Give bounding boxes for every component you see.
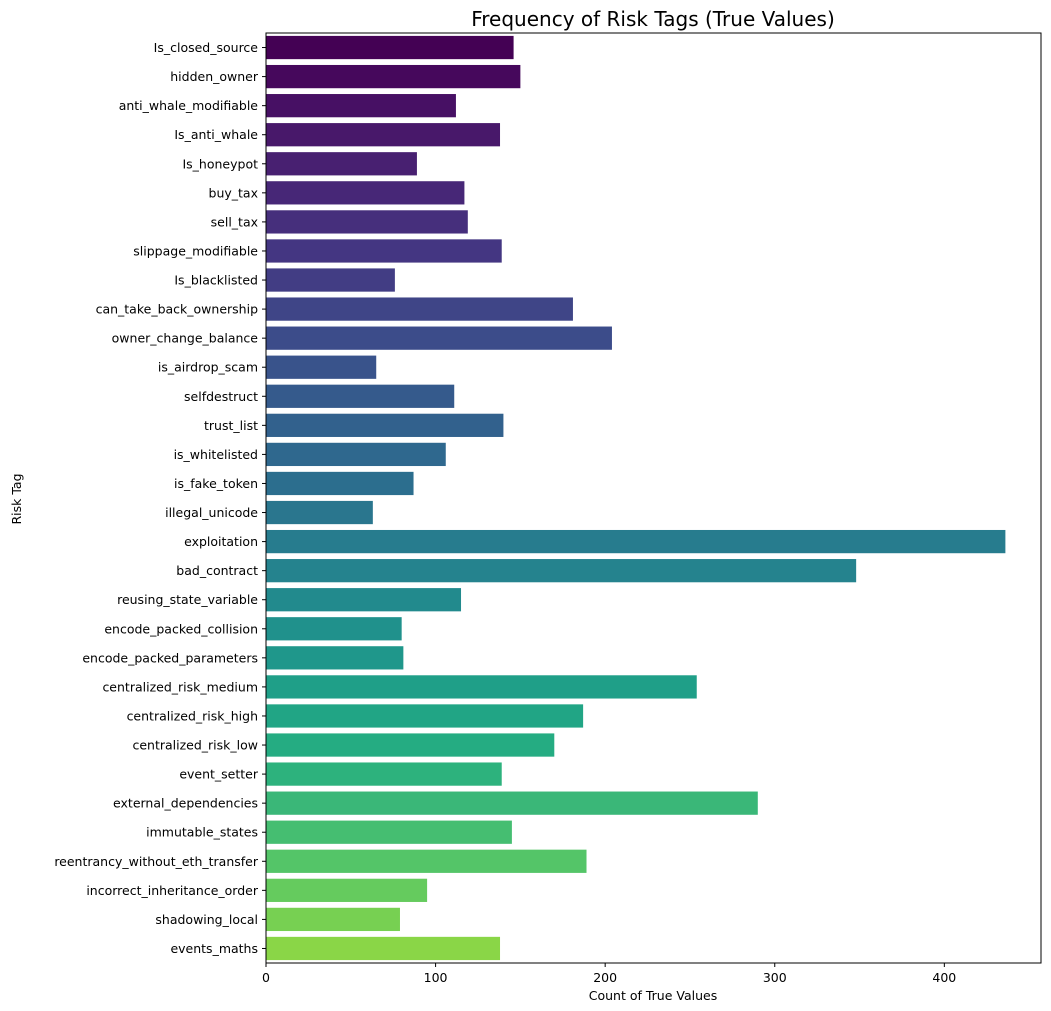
bar — [266, 413, 504, 437]
x-tick-label: 100 — [424, 970, 448, 985]
bar — [266, 384, 455, 408]
y-tick-label: Is_anti_whale — [174, 127, 258, 142]
y-tick-label: can_take_back_ownership — [96, 302, 258, 317]
y-tick-label: events_maths — [170, 941, 258, 956]
bar — [266, 588, 462, 612]
y-tick-label: owner_change_balance — [112, 331, 259, 346]
bar — [266, 529, 1006, 554]
x-tick-label: 0 — [262, 970, 270, 985]
y-tick-label: trust_list — [204, 418, 258, 433]
y-tick-label: immutable_states — [146, 825, 258, 840]
bar — [266, 239, 502, 263]
bar — [266, 500, 373, 525]
bar — [266, 35, 514, 60]
bar — [266, 675, 697, 699]
y-tick-label: anti_whale_modifiable — [119, 98, 259, 113]
y-tick-label: is_whitelisted — [174, 447, 258, 462]
bar — [266, 123, 501, 147]
plot-area: Is_closed_source hidden_owner anti_whale_m… — [54, 32, 1042, 985]
y-axis-label: Risk Tag — [9, 473, 24, 524]
bar — [266, 268, 395, 292]
x-tick-label: 400 — [932, 970, 956, 985]
y-tick-label: exploitation — [184, 534, 258, 549]
y-tick-label: is_fake_token — [174, 476, 258, 491]
bar — [266, 907, 400, 932]
bar — [266, 936, 501, 961]
y-tick-label: encode_packed_parameters — [82, 650, 258, 665]
y-tick-label: centralized_risk_medium — [102, 679, 258, 694]
y-tick-label: slippage_modifiable — [133, 243, 258, 258]
y-tick-label: shadowing_local — [155, 912, 258, 927]
y-tick-label: reusing_state_variable — [117, 592, 258, 607]
chart-title: Frequency of Risk Tags (True Values) — [471, 7, 835, 31]
bar — [266, 878, 428, 902]
y-tick-label: Is_honeypot — [182, 156, 258, 171]
bar — [266, 762, 502, 786]
y-tick-label: sell_tax — [211, 214, 258, 229]
y-tick-label: bad_contract — [176, 563, 258, 578]
bar — [266, 210, 468, 234]
bar — [266, 181, 465, 205]
bar — [266, 646, 404, 670]
y-tick-label: encode_packed_collision — [104, 621, 258, 636]
bar — [266, 704, 584, 728]
y-tick-label: reentrancy_without_eth_transfer — [54, 854, 259, 869]
y-tick-label: incorrect_inheritance_order — [86, 883, 259, 898]
bar — [266, 849, 587, 873]
bar — [266, 791, 758, 815]
bar — [266, 64, 521, 89]
bar — [266, 617, 402, 641]
y-tick-label: centralized_risk_high — [127, 708, 258, 723]
bar — [266, 471, 414, 496]
y-tick-label: external_dependencies — [113, 796, 258, 811]
y-tick-label: is_airdrop_scam — [158, 360, 258, 375]
bar — [266, 152, 417, 176]
y-tick-label: hidden_owner — [170, 69, 259, 84]
y-tick-label: centralized_risk_low — [132, 738, 258, 753]
bar — [266, 820, 512, 844]
y-tick-label: Is_closed_source — [154, 40, 259, 55]
x-tick-label: 200 — [593, 970, 617, 985]
plot-frame — [265, 32, 1042, 964]
y-tick-label: event_setter — [179, 767, 259, 782]
bar — [266, 559, 857, 583]
y-tick-label: selfdestruct — [184, 389, 258, 404]
y-tick-label: Is_blacklisted — [174, 273, 258, 288]
x-axis-label: Count of True Values — [589, 988, 717, 1003]
bar — [266, 355, 377, 379]
y-tick-label: illegal_unicode — [165, 505, 258, 520]
bar — [266, 326, 612, 350]
bar — [266, 94, 456, 118]
y-tick-label: buy_tax — [209, 185, 258, 200]
bar — [266, 442, 446, 467]
bar — [266, 297, 573, 321]
bar — [266, 733, 555, 757]
x-tick-label: 300 — [763, 970, 787, 985]
